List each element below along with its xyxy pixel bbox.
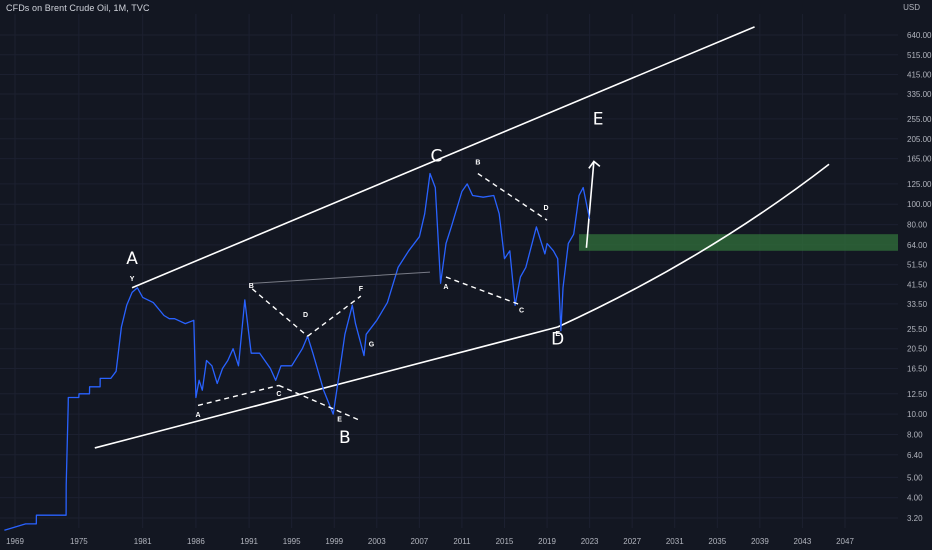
x-tick-label: 2027: [623, 537, 641, 546]
y-tick-label: 205.00: [907, 135, 932, 144]
projection-arrow-shaft: [585, 161, 595, 248]
y-tick-label: 64.00: [907, 241, 928, 250]
x-tick-label: 1999: [325, 537, 343, 546]
pattern-line-b-d-2: [477, 172, 548, 221]
wave-label-d: D: [551, 329, 564, 349]
x-tick-label: 1975: [70, 537, 88, 546]
sub-wave-label-b: B: [249, 283, 254, 290]
x-tick-label: 2003: [368, 537, 386, 546]
x-tick-label: 2011: [453, 537, 471, 546]
pattern-line-a-c-2: [445, 276, 522, 306]
sub-wave-label-c: C: [276, 391, 281, 398]
chart-header: CFDs on Brent Crude Oil, 1M, TVC: [6, 3, 150, 13]
sub-wave-label-d: D: [543, 205, 548, 212]
wave-label-e: E: [593, 109, 604, 129]
y-tick-label: 255.00: [907, 115, 932, 124]
y-tick-label: 515.00: [907, 51, 932, 60]
y-tick-label: 3.20: [907, 514, 923, 523]
sub-wave-label-a: A: [443, 284, 448, 291]
y-tick-label: 640.00: [907, 31, 932, 40]
wave-label-a: A: [126, 249, 138, 269]
x-tick-label: 2019: [538, 537, 556, 546]
y-tick-label: 4.00: [907, 494, 923, 503]
sub-wave-label-d: D: [303, 312, 308, 319]
trend-channel: [94, 26, 830, 449]
pattern-line-a-c: [197, 384, 280, 407]
y-tick-label: 51.50: [907, 261, 928, 270]
y-tick-label: 125.00: [907, 180, 932, 189]
x-tick-label: 2015: [496, 537, 514, 546]
y-tick-label: 20.50: [907, 345, 928, 354]
x-tick-label: 2043: [794, 537, 812, 546]
price-line: [4, 172, 591, 531]
x-tick-label: 2039: [751, 537, 769, 546]
pattern-line-b-d: [251, 288, 309, 337]
x-tick-label: 1969: [6, 537, 24, 546]
x-tick-label: 1995: [283, 537, 301, 546]
sub-wave-label-b: B: [475, 159, 480, 166]
upper-channel-line: [131, 26, 755, 289]
y-tick-label: 100.00: [907, 200, 932, 209]
sub-wave-label-c: C: [519, 307, 524, 314]
symbol-title: CFDs on Brent Crude Oil, 1M, TVC: [6, 3, 150, 13]
x-tick-label: 1981: [134, 537, 152, 546]
axes: 1969 1975 1981 1986 1991 1995 1999 2003 2007 2011…: [6, 31, 932, 546]
lower-channel-line: [94, 326, 558, 449]
x-tick-label: 1991: [240, 537, 258, 546]
pattern-line-c-e: [278, 384, 362, 422]
y-tick-label: 8.00: [907, 430, 923, 439]
sub-wave-label-e: E: [337, 417, 342, 424]
x-tick-label: 2007: [410, 537, 428, 546]
x-tick-label: 1986: [187, 537, 205, 546]
y-tick-label: 10.00: [907, 410, 928, 419]
y-tick-label: 6.40: [907, 451, 923, 460]
y-tick-label: 80.00: [907, 221, 928, 230]
sub-wave-label-e: E: [555, 331, 560, 338]
x-tick-label: 2035: [708, 537, 726, 546]
sub-wave-label-a: A: [195, 412, 200, 419]
projection-arrow-head: [588, 160, 601, 169]
y-tick-label: 16.50: [907, 364, 928, 373]
support-zone: [578, 234, 898, 251]
grid: [0, 14, 898, 528]
y-tick-label: 335.00: [907, 90, 932, 99]
lower-channel-projection: [557, 163, 830, 328]
wave-label-b: B: [339, 428, 351, 448]
x-tick-label: 2023: [581, 537, 599, 546]
sub-wave-label-g: G: [369, 341, 375, 348]
pattern-line-b-reference: [252, 271, 431, 284]
wave-label-c: C: [430, 146, 442, 166]
y-tick-label: 41.50: [907, 280, 928, 289]
pattern-line-d-f: [307, 295, 362, 337]
y-tick-label: 33.50: [907, 300, 928, 309]
price-unit: USD: [903, 3, 920, 12]
pattern-lines: [197, 172, 548, 422]
price-series: [4, 172, 591, 531]
y-tick-label: 5.00: [907, 473, 923, 482]
y-tick-label: 12.50: [907, 390, 928, 399]
y-tick-label: 415.00: [907, 70, 932, 79]
sub-wave-label-f: F: [359, 286, 364, 293]
y-tick-label: 25.50: [907, 325, 928, 334]
x-tick-label: 2031: [666, 537, 684, 546]
y-tick-label: 165.00: [907, 155, 932, 164]
sub-wave-label-y: Y: [130, 276, 135, 283]
x-tick-label: 2047: [836, 537, 854, 546]
